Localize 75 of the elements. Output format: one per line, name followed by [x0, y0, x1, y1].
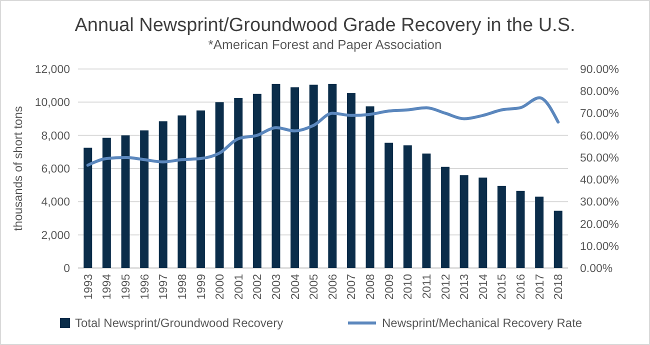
bar	[252, 94, 262, 268]
bar	[328, 84, 337, 268]
bar	[554, 210, 562, 268]
y-tick-label: 6,000	[41, 164, 70, 176]
y-tick-label: 2,000	[41, 230, 70, 242]
y-tick-label: 12,000	[34, 64, 70, 76]
x-tick-label: 2015	[496, 274, 509, 300]
y2-tick-label: 50.00%	[580, 152, 620, 164]
bar	[384, 142, 394, 268]
line-series	[86, 96, 560, 167]
y-axis-title: thousands of short tons	[11, 106, 25, 231]
bar	[403, 145, 412, 268]
y2-tick-label: 20.00%	[580, 218, 620, 231]
y2-tick-label: 60.00%	[580, 130, 620, 142]
y2-tick-label: 90.00%	[580, 64, 620, 76]
x-tick-label: 1999	[196, 274, 208, 300]
bar	[346, 93, 356, 268]
bar	[309, 84, 318, 268]
bar	[516, 190, 525, 268]
y2-tick-label: 40.00%	[580, 174, 620, 187]
x-tick-label: 1993	[82, 274, 95, 300]
x-tick-label: 2000	[214, 274, 227, 300]
bar	[460, 175, 468, 268]
bar	[497, 186, 506, 268]
bar	[290, 87, 300, 268]
bar	[158, 121, 168, 268]
y2-tick-label: 80.00%	[580, 86, 620, 98]
x-tick-label: 2011	[421, 274, 434, 299]
x-tick-label: 2002	[252, 274, 264, 300]
y2-tick-label: 70.00%	[580, 108, 620, 120]
x-tick-label: 2006	[327, 274, 340, 300]
bar	[478, 178, 488, 268]
legend-label: Newsprint/Mechanical Recovery Rate	[382, 316, 582, 330]
y-tick-label: 10,000	[34, 97, 70, 110]
x-tick-label: 1997	[158, 274, 170, 300]
x-tick-label: 2018	[553, 274, 566, 300]
bar	[84, 148, 92, 268]
bar	[178, 115, 186, 268]
bar	[234, 98, 243, 268]
bar	[140, 130, 149, 268]
x-tick-label: 2007	[346, 274, 358, 300]
y2-tick-label: 0.00%	[580, 263, 613, 276]
y-tick-label: 0	[64, 263, 70, 276]
x-tick-label: 2001	[233, 274, 246, 300]
x-tick-label: 2017	[534, 274, 546, 300]
bar	[272, 84, 280, 268]
chart-subtitle: *American Forest and Paper Association	[208, 37, 442, 52]
x-tick-label: 2005	[308, 274, 321, 300]
chart-title: Annual Newsprint/Groundwood Grade Recovery in the U.S.	[74, 15, 576, 36]
x-tick-label: 1995	[120, 274, 133, 300]
bar	[215, 102, 224, 268]
x-tick-label: 1994	[102, 273, 114, 300]
x-tick-label: 2010	[402, 274, 415, 300]
x-tick-label: 2016	[516, 274, 528, 300]
bar	[366, 106, 374, 268]
x-tick-label: 2008	[365, 274, 378, 300]
x-tick-label: 2009	[384, 274, 396, 300]
x-tick-label: 2014	[478, 273, 490, 300]
bar	[422, 154, 431, 268]
x-tick-label: 1998	[176, 274, 189, 300]
bar	[196, 110, 205, 268]
bar	[121, 135, 130, 268]
bar	[102, 138, 111, 268]
bar	[441, 166, 450, 268]
legend-label: Total Newsprint/Groundwood Recovery	[75, 316, 284, 330]
y-tick-label: 4,000	[41, 196, 70, 209]
x-tick-label: 2004	[290, 273, 302, 300]
x-tick-label: 1996	[139, 274, 152, 300]
y2-tick-label: 30.00%	[580, 196, 620, 209]
x-tick-label: 2013	[459, 274, 472, 300]
bar	[535, 196, 544, 268]
y2-tick-label: 10.00%	[580, 240, 620, 253]
x-tick-label: 2003	[271, 274, 283, 300]
y-tick-label: 8,000	[41, 130, 70, 142]
x-tick-label: 2012	[440, 274, 452, 300]
